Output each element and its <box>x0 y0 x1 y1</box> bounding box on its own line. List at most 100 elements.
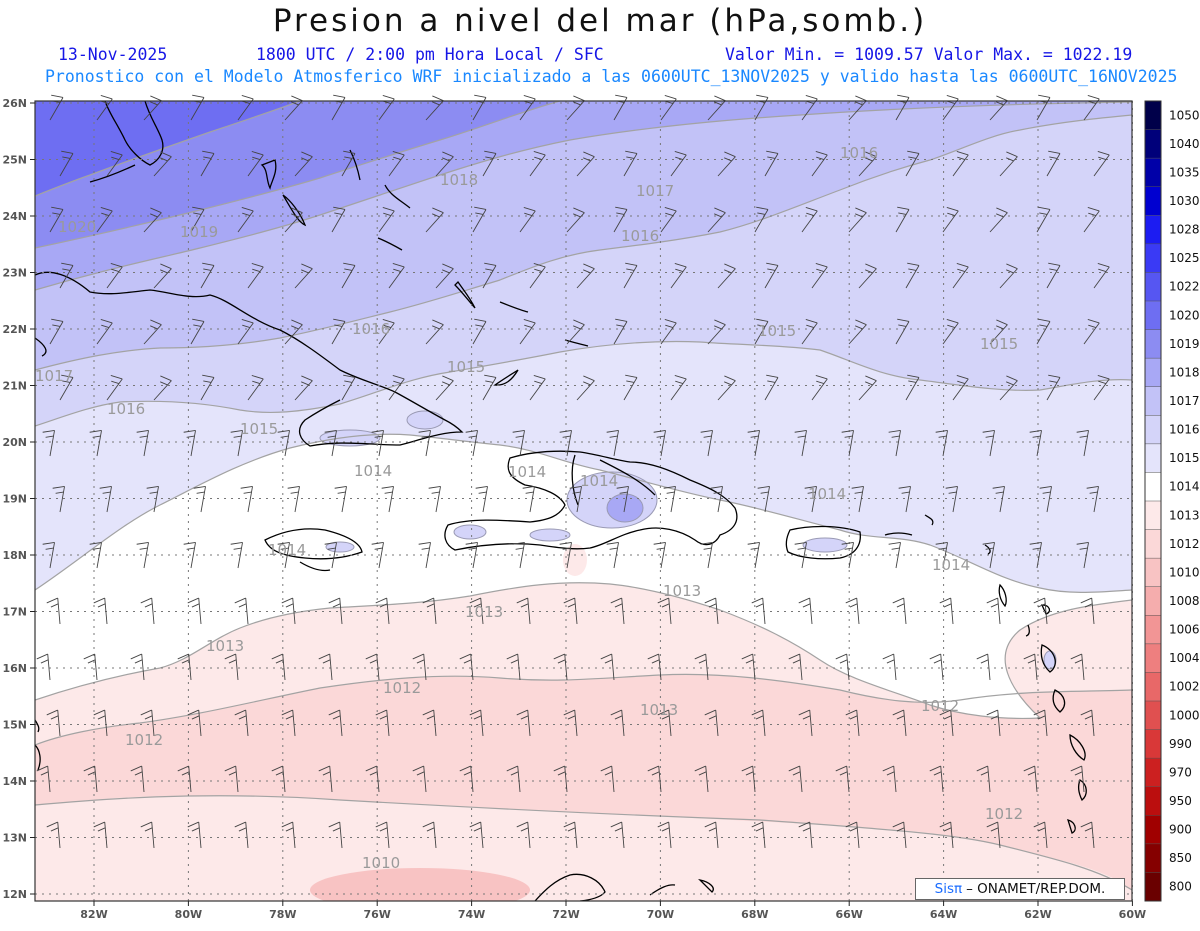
wind-barb <box>516 597 531 625</box>
wind-barb <box>1033 709 1048 737</box>
wind-barb <box>46 821 61 849</box>
wind-barb <box>465 429 478 457</box>
wind-barb <box>294 263 313 289</box>
wind-barb <box>193 485 206 513</box>
wind-barb <box>1023 765 1038 793</box>
wind-barb <box>999 151 1018 177</box>
colorbar-label: 950 <box>1169 794 1192 808</box>
wind-barb <box>136 541 149 569</box>
wind-barb <box>190 318 205 345</box>
wind-barb <box>328 597 343 625</box>
valid-time: 1800 UTC / 2:00 pm Hora Local / SFC <box>256 45 604 64</box>
wind-barb <box>240 485 253 513</box>
wind-barb <box>529 262 546 289</box>
contour-label: 1014 <box>808 485 846 503</box>
wind-barb <box>277 429 290 457</box>
wind-barb <box>230 429 243 457</box>
wind-barb <box>381 485 394 513</box>
contour-label: 1015 <box>758 322 796 340</box>
wind-barb <box>371 541 384 569</box>
colorbar-label: 1028 <box>1169 223 1200 237</box>
wind-barb <box>42 541 55 569</box>
contour-label: 1015 <box>240 420 278 438</box>
wind-barb <box>939 709 954 737</box>
wind-barb <box>200 262 215 289</box>
wind-barb <box>848 319 867 345</box>
colorbar-swatch <box>1145 643 1161 673</box>
wind-barb <box>888 541 901 569</box>
lon-label: 66W <box>835 908 862 921</box>
contour-label: 1013 <box>663 582 701 600</box>
wind-barb <box>177 653 192 681</box>
colorbar-label: 1008 <box>1169 594 1200 608</box>
wind-barb <box>804 485 817 513</box>
lon-label: 62W <box>1024 908 1051 921</box>
wind-barb <box>905 262 920 289</box>
wind-barb <box>707 207 726 233</box>
wind-barb <box>935 429 948 457</box>
axis-labels: 82W 80W 78W 76W 74W 72W 70W 68W 66W 64W 62W 60W 26N 2… <box>2 97 1146 921</box>
wind-barb <box>146 485 159 513</box>
wind-barb <box>882 653 897 681</box>
lon-label: 64W <box>930 908 957 921</box>
lon-label: 70W <box>647 908 674 921</box>
wind-barb <box>801 94 818 121</box>
cell-haiti-s <box>529 528 571 542</box>
lat-label: 19N <box>2 493 27 506</box>
wind-barb <box>952 374 969 401</box>
colorbar-swatch <box>1145 815 1161 845</box>
sispi-logo: Sisπ <box>934 881 963 897</box>
wind-barb <box>935 541 948 569</box>
wind-barb <box>939 597 954 625</box>
wind-barb <box>751 709 766 737</box>
wind-barb <box>106 150 123 177</box>
colorbar-swatch <box>1145 615 1161 645</box>
wind-barb <box>469 821 484 849</box>
wind-barb <box>1076 429 1089 457</box>
wind-barb <box>428 485 441 513</box>
wind-barb <box>670 374 687 401</box>
isobars <box>35 101 1132 891</box>
wind-barb <box>365 653 380 681</box>
wind-barb <box>704 821 719 849</box>
cell-cuba-east2 <box>406 410 444 430</box>
wind-barbs <box>36 94 1110 849</box>
wind-barb <box>388 150 405 177</box>
cell-haiti-sw <box>453 524 487 540</box>
wind-barb <box>794 541 807 569</box>
wind-barb <box>482 262 497 289</box>
wind-barb <box>331 318 346 345</box>
wind-barb <box>482 150 497 177</box>
wind-barb <box>459 653 474 681</box>
wind-barb <box>512 541 525 569</box>
wind-barb <box>616 485 629 513</box>
contour-label: 1013 <box>640 701 678 719</box>
wind-barb <box>529 374 546 401</box>
colorbar-swatch <box>1145 329 1161 359</box>
wind-barb <box>1070 765 1085 793</box>
wind-barb <box>576 375 595 401</box>
wind-barb <box>153 151 172 177</box>
wind-barb <box>1083 94 1100 121</box>
wind-barb <box>613 206 628 233</box>
wind-barb <box>754 206 769 233</box>
wind-barb <box>989 95 1008 121</box>
wind-barb <box>1093 150 1110 177</box>
wind-barb <box>563 821 578 849</box>
wind-barb <box>741 653 756 681</box>
colorbar-swatch <box>1145 101 1161 131</box>
colorbar-swatch <box>1145 272 1161 302</box>
colorbar-swatch <box>1145 129 1161 159</box>
colorbar-swatch <box>1145 529 1161 559</box>
wind-barb <box>522 485 535 513</box>
wind-barb <box>237 94 254 121</box>
wind-barb <box>657 709 672 737</box>
lat-label: 17N <box>2 606 27 619</box>
wind-barb <box>247 150 264 177</box>
wind-barb <box>324 541 337 569</box>
colorbar-swatch <box>1145 586 1161 616</box>
wind-barb <box>200 374 215 401</box>
colorbar-label: 970 <box>1169 765 1192 779</box>
wind-barb <box>59 374 74 401</box>
wind-barb <box>606 541 619 569</box>
